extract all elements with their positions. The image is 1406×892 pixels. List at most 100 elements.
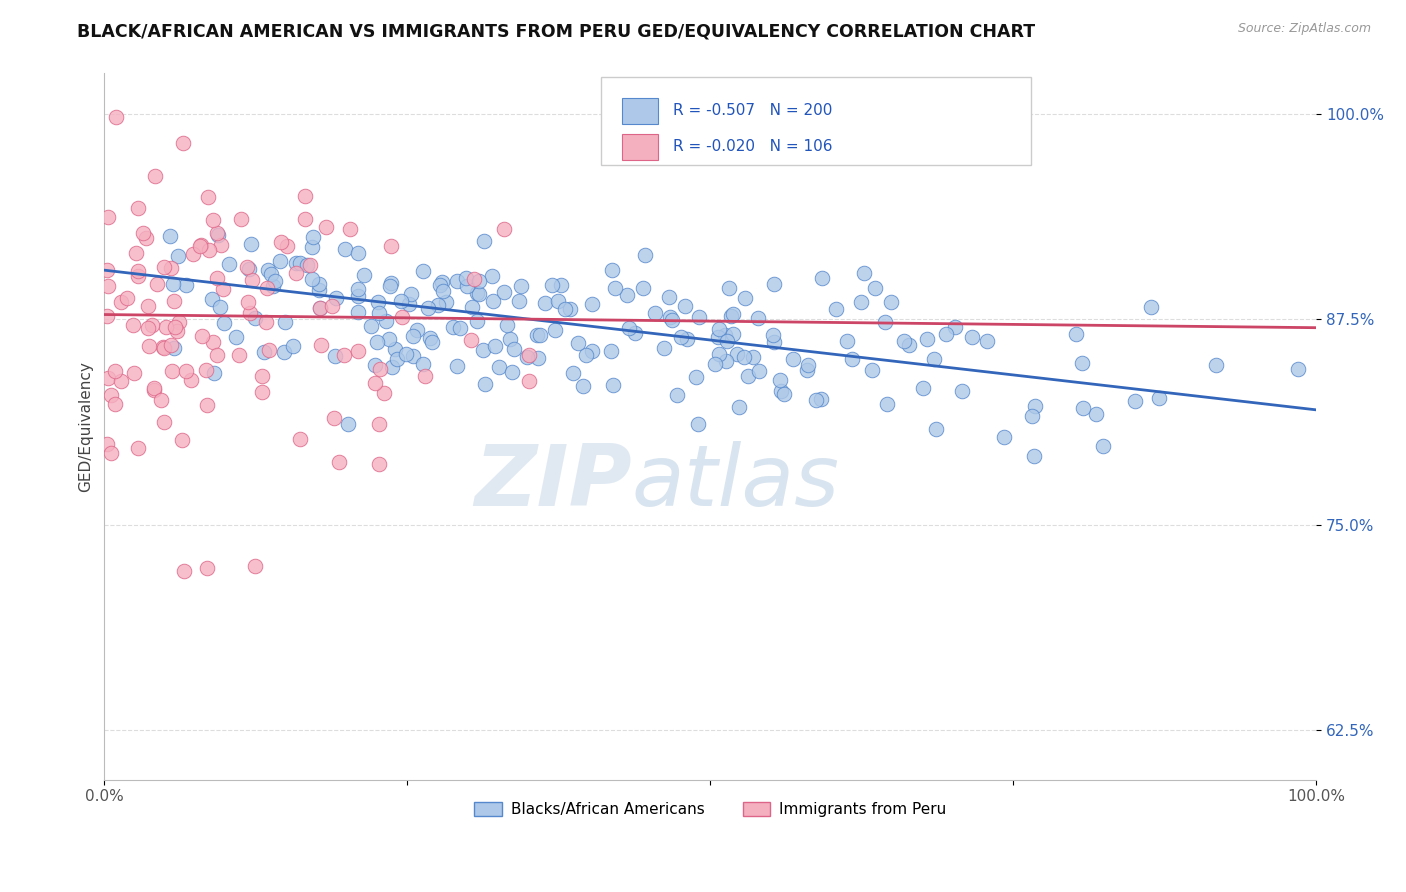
Point	[492, 285, 515, 299]
FancyBboxPatch shape	[621, 98, 658, 124]
Point	[550, 278, 572, 293]
Point	[554, 301, 576, 316]
Point	[381, 359, 404, 374]
Point	[122, 366, 145, 380]
Point	[449, 321, 471, 335]
Point	[707, 347, 730, 361]
Point	[652, 341, 675, 355]
Point	[290, 432, 312, 446]
Point	[915, 332, 938, 346]
Point	[962, 329, 984, 343]
Point	[285, 256, 308, 270]
Point	[243, 310, 266, 325]
Point	[325, 349, 347, 363]
Text: atlas: atlas	[631, 442, 839, 524]
Point	[420, 335, 443, 350]
Point	[270, 235, 292, 250]
Point	[704, 357, 727, 371]
Point	[301, 272, 323, 286]
Point	[412, 264, 434, 278]
Point	[346, 344, 368, 359]
Point	[796, 358, 818, 372]
Point	[733, 350, 755, 364]
Point	[377, 332, 399, 346]
Point	[259, 268, 281, 282]
Point	[367, 294, 389, 309]
Point	[508, 294, 530, 309]
Point	[1024, 449, 1046, 463]
Point	[395, 347, 418, 361]
Point	[236, 260, 259, 274]
Point	[718, 281, 741, 295]
Point	[893, 334, 915, 349]
Point	[391, 310, 413, 325]
Point	[110, 374, 132, 388]
Point	[837, 334, 859, 348]
Point	[912, 381, 935, 395]
Point	[460, 333, 482, 347]
Point	[332, 348, 354, 362]
Point	[240, 273, 263, 287]
Point	[162, 277, 184, 292]
Point	[143, 383, 166, 397]
Point	[174, 278, 197, 293]
Point	[231, 212, 253, 227]
Point	[863, 280, 886, 294]
Point	[1147, 391, 1170, 405]
Point	[517, 374, 540, 388]
Point	[558, 301, 581, 316]
Point	[125, 246, 148, 260]
Point	[581, 344, 603, 359]
Point	[138, 339, 160, 353]
Point	[432, 284, 454, 298]
Point	[152, 340, 174, 354]
Point	[363, 358, 385, 372]
Point	[96, 309, 118, 323]
Point	[873, 315, 896, 329]
Point	[368, 306, 391, 320]
Point	[374, 314, 396, 328]
Point	[772, 387, 794, 401]
Point	[347, 304, 370, 318]
Text: Source: ZipAtlas.com: Source: ZipAtlas.com	[1237, 22, 1371, 36]
Point	[686, 417, 709, 432]
Point	[228, 348, 250, 362]
Point	[634, 247, 657, 261]
Point	[347, 289, 370, 303]
Point	[935, 326, 957, 341]
FancyBboxPatch shape	[602, 77, 1032, 165]
Point	[380, 239, 402, 253]
Point	[880, 295, 903, 310]
Point	[658, 290, 681, 304]
Point	[631, 281, 654, 295]
Point	[685, 370, 707, 384]
FancyBboxPatch shape	[621, 134, 658, 160]
Point	[418, 301, 440, 315]
Point	[294, 189, 316, 203]
Point	[104, 111, 127, 125]
Point	[218, 256, 240, 270]
Point	[276, 238, 298, 252]
Point	[155, 319, 177, 334]
Point	[474, 376, 496, 391]
Point	[104, 364, 127, 378]
Point	[741, 350, 763, 364]
Point	[262, 279, 284, 293]
Point	[205, 270, 228, 285]
Point	[96, 371, 118, 385]
Point	[159, 228, 181, 243]
Point	[541, 278, 564, 293]
Point	[474, 235, 496, 249]
Point	[385, 352, 408, 367]
Point	[460, 300, 482, 314]
Point	[720, 310, 742, 324]
Point	[481, 268, 503, 283]
Point	[166, 324, 188, 338]
Text: R = -0.020   N = 106: R = -0.020 N = 106	[672, 139, 832, 154]
Point	[976, 334, 998, 348]
Point	[950, 384, 973, 398]
Point	[264, 274, 287, 288]
Point	[201, 292, 224, 306]
Point	[309, 338, 332, 352]
Point	[492, 222, 515, 236]
